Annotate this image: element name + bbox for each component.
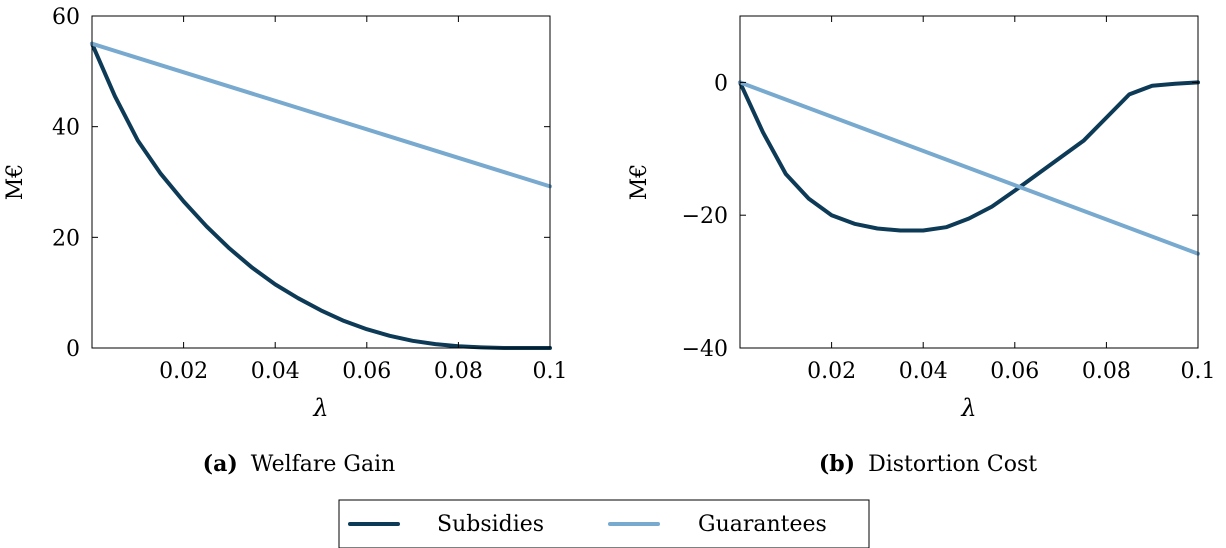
x-tick-label-b-0: 0.02 <box>807 359 856 384</box>
svg-text:(a) Welfare Gain: (a) Welfare Gain <box>203 451 396 477</box>
chart-welfare-gain: 0.02 0.04 0.06 0.08 0.1 0 20 40 60 λ M€ <box>3 5 568 422</box>
y-tick-label-a-2: 40 <box>52 116 80 141</box>
x-tick-label-b-1: 0.04 <box>899 359 948 384</box>
x-tick-label-a-3: 0.08 <box>434 359 483 384</box>
caption-b-tag: (b) <box>819 451 855 477</box>
x-tick-label-b-2: 0.06 <box>990 359 1039 384</box>
legend-label-guarantees: Guarantees <box>698 512 827 537</box>
y-tick-label-a-1: 20 <box>52 226 80 251</box>
chart-distortion-cost: 0.02 0.04 0.06 0.08 0.1 −40 −20 0 λ M€ <box>627 15 1216 422</box>
x-tick-label-b-4: 0.1 <box>1181 359 1216 384</box>
y-axis-label-b: M€ <box>627 164 652 201</box>
x-tick-label-b-3: 0.08 <box>1082 359 1131 384</box>
y-tick-label-b-0: −40 <box>682 337 728 362</box>
series-line-a-subsidies <box>90 41 552 350</box>
y-tick-label-b-2: 0 <box>714 71 728 96</box>
caption-a: (a) Welfare Gain <box>203 451 396 477</box>
y-tick-label-a-0: 0 <box>66 337 80 362</box>
caption-a-text: Welfare Gain <box>251 452 396 477</box>
caption-a-tag: (a) <box>203 451 238 477</box>
y-tick-label-b-1: −20 <box>682 204 728 229</box>
plot-frame-a <box>91 15 551 349</box>
legend-box <box>338 499 870 548</box>
svg-text:(b) Distortion Cost: (b) Distortion Cost <box>819 451 1037 477</box>
series-line-b-guarantees <box>738 80 1200 256</box>
x-tick-label-a-4: 0.1 <box>533 359 568 384</box>
series-line-b-subsidies <box>738 80 1200 233</box>
caption-b: (b) Distortion Cost <box>819 451 1037 477</box>
x-tick-label-a-1: 0.04 <box>251 359 300 384</box>
x-axis-label-b: λ <box>960 394 976 422</box>
plot-frame-b <box>739 15 1199 349</box>
x-tick-label-a-0: 0.02 <box>159 359 208 384</box>
y-axis-label-a: M€ <box>3 164 28 201</box>
caption-b-text: Distortion Cost <box>868 452 1037 477</box>
x-axis-label-a: λ <box>312 394 328 422</box>
legend: Subsidies Guarantees <box>338 499 870 548</box>
y-tick-label-a-3: 60 <box>52 5 80 30</box>
series-line-a-guarantees <box>90 41 552 189</box>
legend-label-subsidies: Subsidies <box>437 512 544 537</box>
x-tick-label-a-2: 0.06 <box>342 359 391 384</box>
